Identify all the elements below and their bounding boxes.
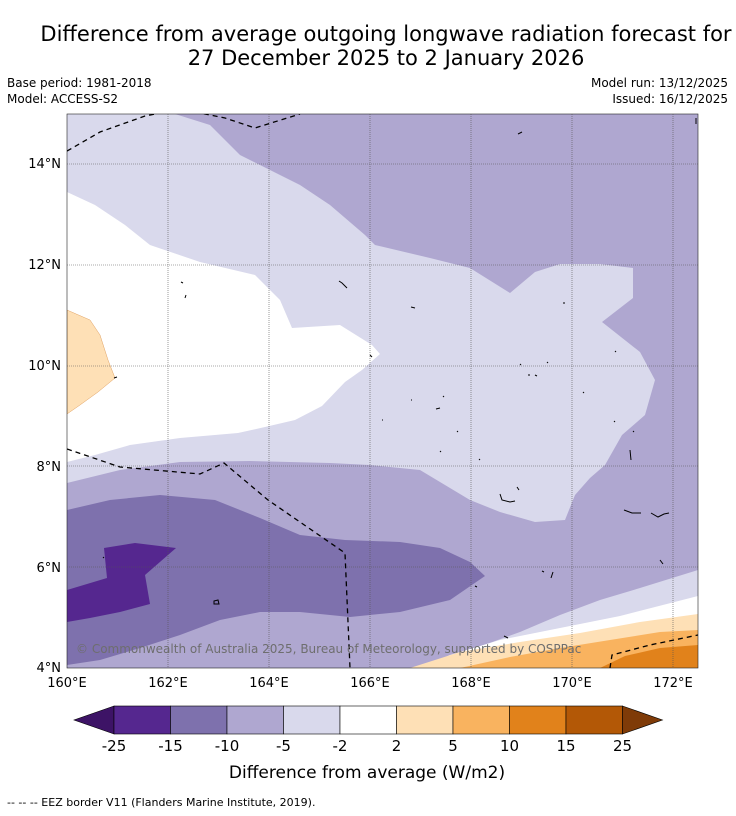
graticule — [67, 114, 698, 668]
colorbar-tick-label: 15 — [556, 737, 575, 755]
island — [629, 430, 635, 461]
island — [623, 509, 670, 518]
base-period: Base period: 1981-2018 — [7, 76, 152, 90]
island — [499, 486, 520, 503]
lon-label: 162°E — [148, 676, 188, 691]
model-run: Model run: 13/12/2025 — [590, 76, 728, 90]
colorbar: -25 -15 -10 -5 -2 2 5 10 15 25 — [73, 705, 664, 755]
metadata-left: Base period: 1981-2018 Model: ACCESS-S2 — [7, 75, 152, 107]
lon-label: 166°E — [350, 676, 390, 691]
island — [474, 585, 509, 639]
eez-border-marshall — [67, 448, 351, 668]
lat-label: 14°N — [28, 157, 61, 172]
lat-label: 6°N — [37, 561, 62, 576]
colorbar-arrow-low — [73, 705, 115, 735]
colorbar-segment — [226, 705, 284, 735]
colorbar-tick-label: -25 — [102, 737, 127, 755]
model-name: Model: ACCESS-S2 — [7, 92, 119, 106]
band-minus2-2 — [67, 192, 380, 462]
colorbar-tick-label: -10 — [215, 737, 240, 755]
islands — [102, 118, 697, 639]
colorbar-segment — [113, 705, 171, 735]
lat-label: 12°N — [28, 258, 61, 273]
colorbar-segment — [509, 705, 567, 735]
eez-border-north — [201, 114, 301, 129]
island — [519, 361, 549, 377]
eez-border-south-east — [609, 634, 698, 668]
lon-label: 160°E — [47, 676, 87, 691]
colorbar-arrow-high — [622, 705, 664, 735]
island — [102, 376, 118, 559]
colorbar-segment — [396, 705, 454, 735]
lat-label: 10°N — [28, 359, 61, 374]
colorbar-tick-label: -2 — [333, 737, 348, 755]
metadata-right: Model run: 13/12/2025 Issued: 16/12/2025 — [591, 75, 728, 107]
title-line-2: 27 December 2025 to 2 January 2026 — [187, 46, 585, 70]
island — [369, 354, 373, 358]
eez-legend: -- -- -- EEZ border V11 (Flanders Marine… — [7, 796, 316, 809]
chart-title: Difference from average outgoing longwav… — [0, 22, 736, 70]
lon-label: 168°E — [451, 676, 491, 691]
longitude-labels: 160°E 162°E 164°E 166°E 168°E 170°E 172°… — [47, 676, 693, 691]
colorbar-label: Difference from average (W/m2) — [229, 763, 505, 783]
eez-borders — [67, 114, 698, 668]
colorbar-tick-label: -15 — [158, 737, 183, 755]
island — [213, 599, 220, 605]
island — [410, 306, 416, 309]
island — [382, 419, 481, 461]
copyright-notice: © Commonwealth of Australia 2025, Bureau… — [76, 642, 581, 656]
colorbar-segment — [283, 705, 341, 735]
band-10-15-se — [600, 645, 698, 668]
colorbar-tick-label: 2 — [392, 737, 402, 755]
colorbar-segment — [565, 705, 623, 735]
lon-label: 170°E — [552, 676, 592, 691]
island — [582, 350, 617, 423]
colorbar-segment — [339, 705, 397, 735]
island — [541, 559, 664, 579]
colorbar-tick-label: 25 — [613, 737, 632, 755]
lon-label: 164°E — [249, 676, 289, 691]
issued-date: Issued: 16/12/2025 — [612, 92, 728, 106]
colorbar-tick-label: 5 — [448, 737, 458, 755]
island — [411, 395, 445, 410]
lat-label: 4°N — [37, 661, 62, 676]
title-line-1: Difference from average outgoing longwav… — [40, 22, 732, 46]
band-minus15-minus10 — [67, 495, 485, 665]
map-fill — [67, 114, 698, 668]
latitude-labels: 14°N 12°N 10°N 8°N 6°N 4°N — [28, 157, 61, 676]
lon-label: 172°E — [653, 676, 693, 691]
colorbar-segment — [170, 705, 228, 735]
island — [517, 131, 523, 135]
island — [338, 280, 348, 289]
island — [180, 281, 187, 299]
lat-label: 8°N — [37, 460, 62, 475]
map-frame — [66, 113, 699, 669]
colorbar-tick-label: -5 — [276, 737, 291, 755]
band-minus25-minus15 — [67, 543, 176, 622]
colorbar-segment — [452, 705, 510, 735]
colorbar-tick-label: 10 — [500, 737, 519, 755]
eez-border-north-west — [67, 114, 159, 152]
